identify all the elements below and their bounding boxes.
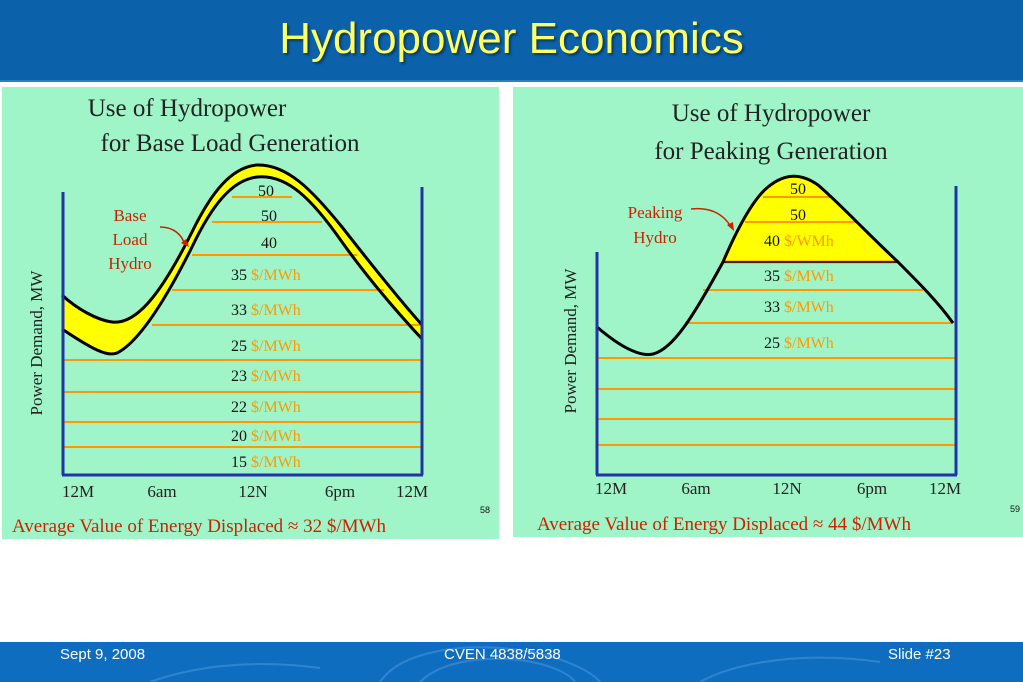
page-ref: 59 bbox=[1010, 504, 1020, 514]
base-load-hydro-band bbox=[62, 164, 422, 354]
y-axis-label: Power Demand, MW bbox=[561, 268, 580, 414]
price-label: 20 $/MWh bbox=[231, 428, 301, 445]
price-label: 40 bbox=[261, 235, 277, 252]
y-axis-label: Power Demand, MW bbox=[27, 270, 46, 416]
arrow-head-icon bbox=[181, 239, 189, 247]
annotation-line1: Base bbox=[113, 206, 146, 225]
x-tick-label: 6pm bbox=[325, 482, 355, 501]
price-label: 33 $/MWh bbox=[231, 302, 301, 319]
x-tick-label: 12M bbox=[396, 482, 428, 501]
annotation-arrow bbox=[690, 207, 732, 228]
base-load-diagram: Use of Hydropower for Base Load Generati… bbox=[12, 95, 490, 537]
annotation-line1: Peaking bbox=[628, 203, 683, 222]
price-label: 23 $/MWh bbox=[231, 368, 301, 385]
x-tick-label: 6pm bbox=[857, 479, 887, 498]
price-label: 25 $/MWh bbox=[231, 338, 301, 355]
price-label: 50 bbox=[258, 183, 274, 200]
price-label: 50 bbox=[261, 208, 277, 225]
annotation-arrow bbox=[159, 226, 186, 246]
panel-caption: Average Value of Energy Displaced ≈ 32 $… bbox=[12, 516, 386, 537]
footer-course: CVEN 4838/5838 bbox=[444, 646, 561, 663]
x-tick-label: 12M bbox=[595, 479, 627, 498]
peaking-diagram: Use of Hydropower for Peaking Generation… bbox=[537, 100, 1020, 535]
price-label: 15 $/MWh bbox=[231, 454, 301, 471]
x-tick-label: 12M bbox=[929, 479, 961, 498]
panel-title-line2: for Base Load Generation bbox=[101, 130, 360, 157]
peaking-demand-curve bbox=[596, 174, 955, 356]
price-label: 50 bbox=[790, 181, 806, 198]
peaking-price-lines bbox=[597, 196, 956, 446]
panel-title-line1: Use of Hydropower bbox=[672, 100, 871, 127]
page-ref: 58 bbox=[480, 505, 490, 515]
price-label: 35 $/MWh bbox=[764, 268, 834, 285]
x-tick-label: 6am bbox=[681, 479, 710, 498]
base-load-panel: Use of Hydropower for Base Load Generati… bbox=[2, 87, 499, 539]
x-tick-label: 12N bbox=[772, 479, 801, 498]
annotation-line3: Hydro bbox=[108, 254, 151, 273]
panel-caption: Average Value of Energy Displaced ≈ 44 $… bbox=[537, 514, 911, 535]
price-label: 40 $/WMh bbox=[764, 233, 834, 250]
title-bar: Hydropower Economics bbox=[0, 0, 1023, 82]
base-load-upper-curve bbox=[61, 175, 424, 356]
price-label: 22 $/MWh bbox=[231, 399, 301, 416]
x-tick-label: 12M bbox=[62, 482, 94, 501]
x-tick-label: 6am bbox=[147, 482, 176, 501]
x-tick-label: 12N bbox=[238, 482, 267, 501]
footer-date: Sept 9, 2008 bbox=[60, 646, 146, 663]
price-label: 50 bbox=[790, 207, 806, 224]
panel-title-line2: for Peaking Generation bbox=[654, 138, 888, 165]
price-label: 25 $/MWh bbox=[764, 335, 834, 352]
footer-wave-decoration bbox=[149, 646, 881, 682]
base-load-price-lines bbox=[64, 196, 422, 448]
annotation-line2: Load bbox=[113, 230, 148, 249]
arrow-head-icon bbox=[727, 222, 734, 231]
footer-bar: Sept 9, 2008 CVEN 4838/5838 Slide #23 bbox=[0, 642, 1023, 682]
annotation-line2: Hydro bbox=[633, 228, 676, 247]
peaking-panel: Use of Hydropower for Peaking Generation… bbox=[513, 87, 1023, 537]
price-label: 35 $/MWh bbox=[231, 267, 301, 284]
footer-slide-number: Slide #23 bbox=[888, 646, 951, 663]
base-load-lower-curve bbox=[60, 163, 424, 326]
price-label: 33 $/MWh bbox=[764, 299, 834, 316]
panel-title-line1: Use of Hydropower bbox=[88, 95, 287, 122]
slide-title: Hydropower Economics bbox=[279, 14, 744, 63]
